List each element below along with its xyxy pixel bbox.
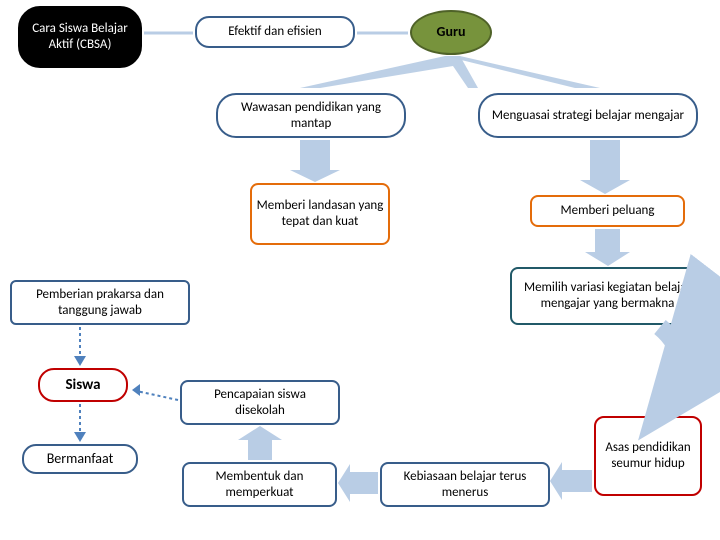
node-memberi-landasan: Memberi landasan yang tepat dan kuat	[250, 183, 390, 245]
arrow-menguasai-down	[580, 140, 630, 194]
label-bermanfaat: Bermanfaat	[47, 451, 114, 468]
label-guru: Guru	[437, 24, 466, 41]
node-membentuk: Membentuk dan memperkuat	[182, 462, 337, 507]
arrow-wawasan-down	[290, 140, 340, 182]
label-wawasan: Wawasan pendidikan yang mantap	[226, 100, 396, 131]
node-asas: Asas pendidikan seumur hidup	[594, 416, 702, 496]
label-siswa: Siswa	[65, 376, 100, 394]
label-memilih: Memilih variasi kegiatan belajar mengaja…	[516, 280, 699, 311]
label-pemberian: Pemberian prakarsa dan tanggung jawab	[18, 287, 182, 318]
label-memberi-peluang: Memberi peluang	[560, 203, 654, 219]
node-siswa: Siswa	[38, 368, 128, 402]
label-efektif: Efektif dan efisien	[228, 24, 321, 40]
node-efektif: Efektif dan efisien	[195, 16, 355, 48]
node-memberi-peluang: Memberi peluang	[530, 195, 685, 227]
arrow-pencapaian-siswa	[132, 390, 178, 400]
label-kebiasaan: Kebiasaan belajar terus menerus	[388, 469, 542, 500]
node-wawasan: Wawasan pendidikan yang mantap	[216, 93, 406, 138]
label-asas: Asas pendidikan seumur hidup	[600, 440, 696, 471]
arrow-kebiasaan-membentuk	[338, 464, 378, 502]
node-pencapaian: Pencapaian siswa disekolah	[180, 380, 340, 425]
node-pemberian: Pemberian prakarsa dan tanggung jawab	[10, 280, 190, 325]
node-guru: Guru	[410, 10, 492, 55]
label-menguasai: Menguasai strategi belajar mengajar	[492, 108, 684, 124]
arrow-peluang-down	[585, 229, 630, 266]
node-cbsa: Cara Siswa Belajar Aktif (CBSA)	[18, 6, 142, 68]
arrow-membentuk-up	[238, 426, 282, 460]
node-kebiasaan: Kebiasaan belajar terus menerus	[380, 462, 550, 507]
label-membentuk: Membentuk dan memperkuat	[190, 469, 329, 500]
node-bermanfaat: Bermanfaat	[22, 444, 138, 474]
label-pencapaian: Pencapaian siswa disekolah	[188, 387, 332, 418]
arrow-asas-kebiasaan	[550, 462, 592, 500]
label-cbsa: Cara Siswa Belajar Aktif (CBSA)	[24, 21, 136, 52]
node-memilih: Memilih variasi kegiatan belajar mengaja…	[510, 267, 705, 325]
arrow-guru-split	[300, 56, 478, 88]
node-menguasai: Menguasai strategi belajar mengajar	[478, 93, 698, 138]
arrow-memilih-asas	[660, 327, 680, 412]
label-memberi-landasan: Memberi landasan yang tepat dan kuat	[256, 198, 384, 229]
